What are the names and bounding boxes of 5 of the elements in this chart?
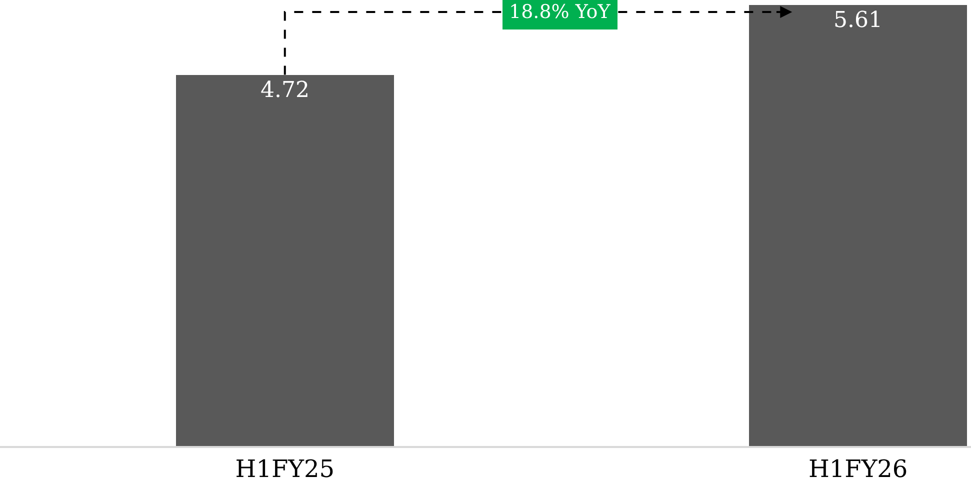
x-tick-label: H1FY26: [808, 454, 908, 483]
x-tick-label: H1FY25: [235, 454, 334, 483]
data-label: 5.61: [834, 8, 882, 33]
data-label: 4.72: [260, 78, 310, 103]
annotation: 18.8% YoY: [509, 1, 611, 23]
